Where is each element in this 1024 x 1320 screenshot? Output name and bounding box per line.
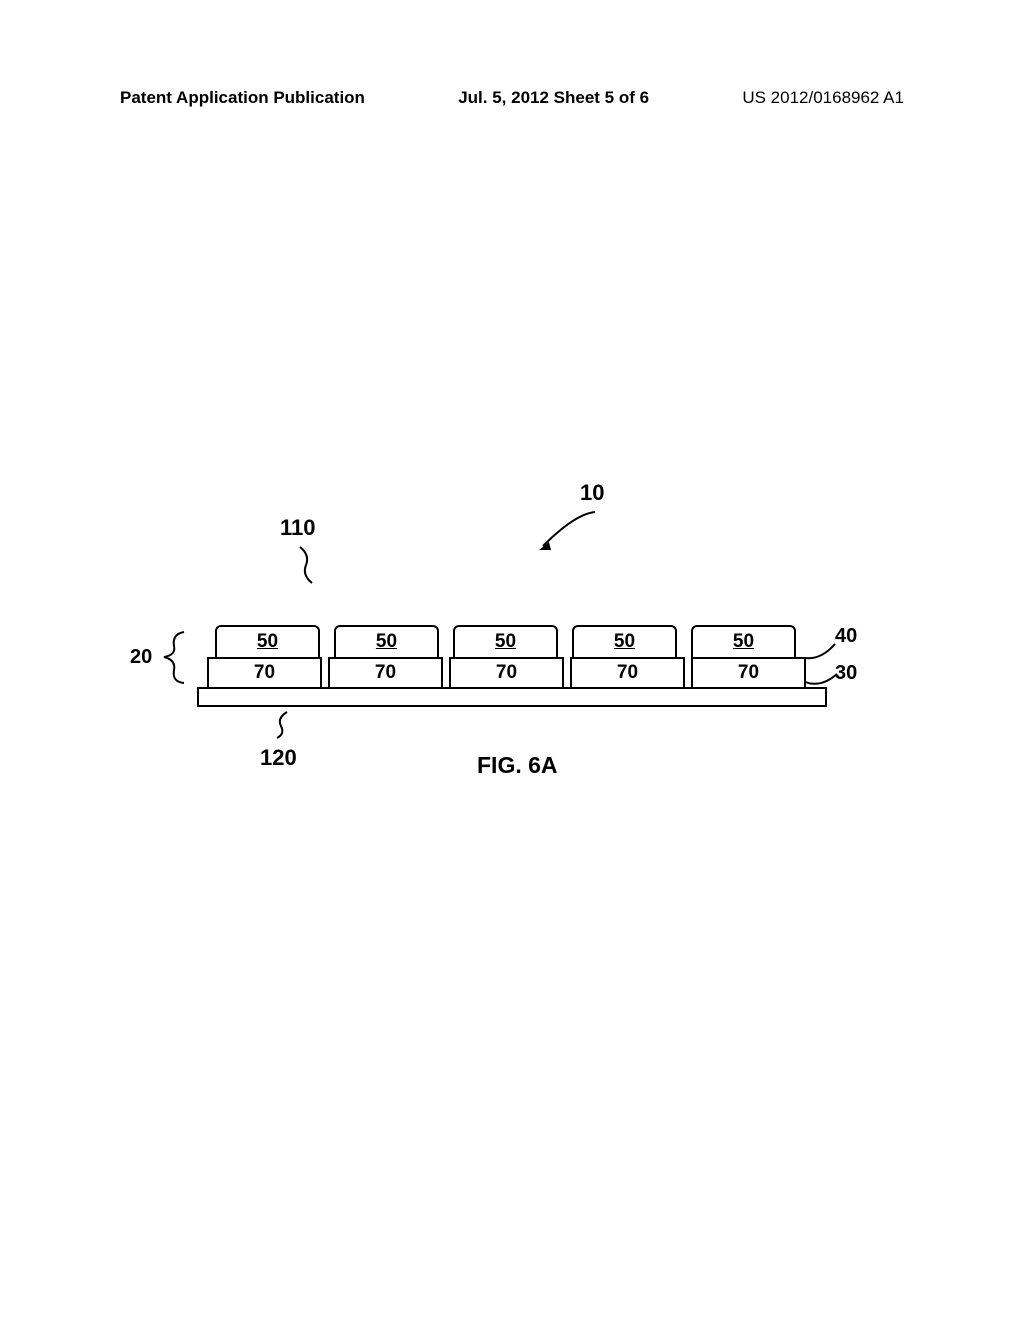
leader-curve-icon — [803, 668, 839, 690]
cell-50: 50 — [453, 625, 558, 659]
leader-curve-icon — [271, 710, 293, 740]
ref-label-120: 120 — [260, 745, 297, 771]
brace-icon — [160, 630, 190, 685]
ref-label-40: 40 — [835, 625, 857, 648]
cross-section-structure: 50 50 50 50 50 70 70 70 70 70 — [201, 625, 811, 707]
header-right: US 2012/0168962 A1 — [742, 88, 904, 108]
figure-caption: FIG. 6A — [477, 752, 558, 779]
ref-label-20: 20 — [130, 646, 152, 669]
cell-70: 70 — [570, 657, 685, 689]
figure-6a: 10 110 20 50 50 50 50 50 70 70 70 70 70 … — [155, 470, 855, 830]
leader-curve-icon — [803, 640, 838, 662]
cell-70: 70 — [449, 657, 564, 689]
cell-50: 50 — [572, 625, 677, 659]
cell-50: 50 — [215, 625, 320, 659]
row-70: 70 70 70 70 70 — [201, 657, 811, 689]
leader-arrow-icon — [535, 508, 605, 553]
ref-label-10: 10 — [580, 480, 604, 506]
cell-70: 70 — [691, 657, 806, 689]
row-50: 50 50 50 50 50 — [201, 625, 811, 659]
leader-curve-icon — [296, 545, 316, 585]
base-slab — [197, 687, 827, 707]
ref-label-110: 110 — [280, 515, 316, 541]
cell-70: 70 — [328, 657, 443, 689]
cell-50: 50 — [334, 625, 439, 659]
cell-70: 70 — [207, 657, 322, 689]
header-center: Jul. 5, 2012 Sheet 5 of 6 — [458, 88, 649, 108]
header-left: Patent Application Publication — [120, 88, 365, 108]
page-header: Patent Application Publication Jul. 5, 2… — [0, 88, 1024, 108]
cell-50: 50 — [691, 625, 796, 659]
